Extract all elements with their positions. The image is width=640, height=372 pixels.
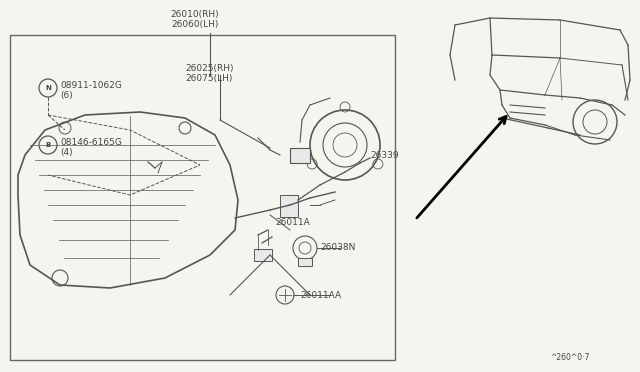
Text: 26010(RH): 26010(RH)	[171, 10, 220, 19]
Text: 26060(LH): 26060(LH)	[172, 19, 219, 29]
Text: B: B	[45, 142, 51, 148]
Text: 26075(LH): 26075(LH)	[185, 74, 232, 83]
Text: 08911-1062G: 08911-1062G	[60, 80, 122, 90]
Text: (4): (4)	[60, 148, 72, 157]
Text: 26011A: 26011A	[275, 218, 310, 227]
Bar	[280, 195, 298, 217]
Bar	[290, 148, 310, 163]
Text: N: N	[45, 85, 51, 91]
Text: 26025(RH): 26025(RH)	[185, 64, 234, 73]
Bar	[10, 35, 395, 360]
Text: 26011AA: 26011AA	[300, 291, 341, 299]
Bar	[298, 258, 312, 266]
Text: ^260^0·7: ^260^0·7	[550, 353, 590, 362]
Text: (6): (6)	[60, 90, 73, 99]
Bar	[254, 249, 272, 261]
Text: 08146-6165G: 08146-6165G	[60, 138, 122, 147]
Text: 26339: 26339	[370, 151, 399, 160]
Text: 26038N: 26038N	[320, 244, 355, 253]
